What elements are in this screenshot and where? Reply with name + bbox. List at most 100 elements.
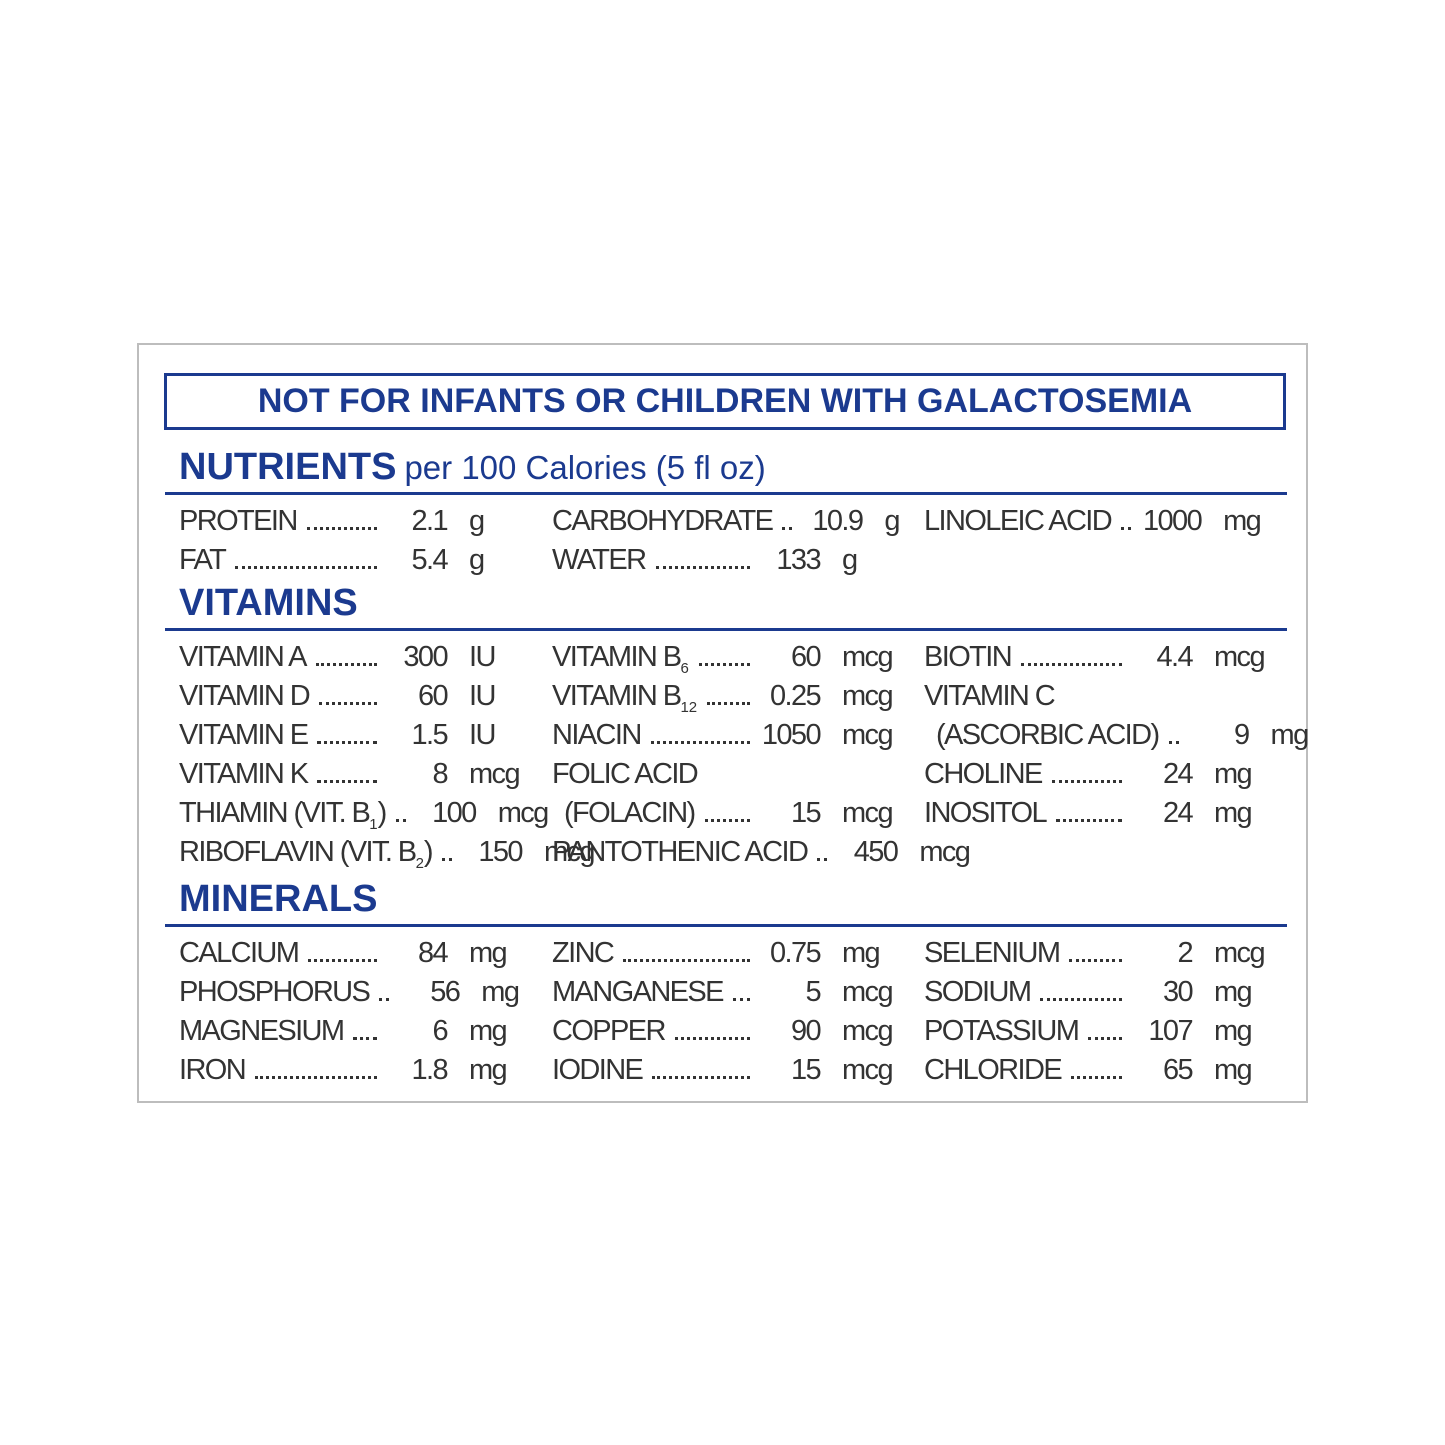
nutrient-name: THIAMIN (VIT. B1) [179,794,387,844]
leader [652,1076,750,1079]
name-text: VITAMIN A [179,641,307,673]
nutrient-row: VITAMIN E 1.5 IU [179,716,539,755]
nutrient-unit: IU [469,680,496,712]
name-text: WATER [552,544,647,576]
nutrient-name: VITAMIN B12 [552,677,697,727]
nutrient-unit: mg [469,937,508,969]
nutrient-name: SODIUM [924,973,1032,1012]
name-text: SELENIUM [924,937,1061,969]
nutrient-value: 1000 [1142,505,1203,537]
leader [1071,1076,1122,1079]
leader [317,741,377,744]
leader [1051,780,1122,783]
leader [1069,959,1122,962]
nutrient-value: 60 [790,641,822,673]
nutrient-row: COPPER 90 mcg [552,1012,912,1051]
nutrient-name: VITAMIN E [179,716,309,755]
name-subscript: 2 [415,854,424,872]
name-text: NIACIN [552,719,642,751]
nutrient-value: 15 [790,797,822,829]
nutrient-name: FAT [179,541,227,580]
nutrient-unit: IU [469,719,496,751]
nutrient-unit: IU [469,641,496,673]
nutrient-unit: g [842,544,858,576]
name-text: LINOLEIC ACID [924,505,1113,537]
leader [817,858,828,861]
nutrient-row: SELENIUM 2 mcg [924,934,1284,973]
nutrient-unit: mg [842,937,881,969]
nutrient-name: WATER [552,541,647,580]
name-text: POTASSIUM [924,1015,1080,1047]
nutrient-row: PROTEIN 2.1 g [179,502,539,541]
nutrient-value: 60 [417,680,449,712]
leader [698,663,750,666]
nutrient-name: FOLIC ACID [552,755,699,794]
nutrient-value: 65 [1162,1054,1194,1086]
leader [674,1037,750,1040]
name-text: IODINE [552,1054,644,1086]
nutrient-row: WATER 133 g [552,541,912,580]
nutrient-row: IODINE 15 mcg [552,1051,912,1090]
nutrient-unit: mcg [842,641,894,673]
nutrient-value: 300 [403,641,448,673]
name-subscript: 1 [369,815,378,833]
nutrient-name: CHLORIDE [924,1051,1063,1090]
nutrient-row: FAT 5.4 g [179,541,539,580]
name-text: SODIUM [924,976,1032,1008]
nutrient-value: 5.4 [411,544,448,576]
nutrient-name: IRON [179,1051,247,1090]
columns: VITAMIN A 300 IU VITAMIN D 60 IU VITAMIN E 1.5 I… [165,631,1309,872]
nutrient-value: 1.8 [411,1054,448,1086]
name-text: VITAMIN B [552,641,682,673]
nutrient-unit: mcg [919,836,971,868]
leader [306,527,377,530]
nutrient-value: 1.5 [411,719,448,751]
nutrient-unit: g [469,505,485,537]
name-subscript: 6 [680,659,689,677]
nutrient-unit: mcg [842,680,894,712]
name-text: MANGANESE [552,976,725,1008]
nutrient-unit: mcg [1214,937,1266,969]
nutrient-name: NIACIN [552,716,642,755]
nutrient-unit: mg [1214,976,1253,1008]
name-subscript: 12 [680,698,698,716]
section-heading: VITAMINS [165,578,1287,631]
name-text: CHOLINE [924,758,1043,790]
nutrient-name: POTASSIUM [924,1012,1080,1051]
nutrient-unit: mg [1214,797,1253,829]
leader [441,858,452,861]
leader [353,1037,377,1040]
nutrient-name: BIOTIN [924,638,1013,677]
nutrient-value: 15 [790,1054,822,1086]
nutrient-name: PROTEIN [179,502,298,541]
name-text: ZINC [552,937,615,969]
section: VITAMINS VITAMIN A 300 IU VITAMIN D 60 IU VITAM… [165,578,1309,872]
nutrient-name: CALCIUM [179,934,300,973]
nutrient-row: IRON 1.8 mg [179,1051,539,1090]
column: PROTEIN 2.1 g FAT 5.4 g [179,502,539,580]
leader [308,959,377,962]
nutrient-unit: mcg [469,758,521,790]
nutrient-value: 30 [1162,976,1194,1008]
nutrient-unit: mg [481,976,520,1008]
nutrient-unit: mcg [842,797,894,829]
nutrient-unit: mcg [842,976,894,1008]
nutrient-value: 5 [805,976,821,1008]
name-text: VITAMIN C [924,680,1056,712]
name-text: RIBOFLAVIN (VIT. B [179,836,417,868]
nutrient-row: NIACIN 1050 mcg [552,716,912,755]
leader [315,663,377,666]
nutrient-row: PANTOTHENIC ACID 450 mcg [552,833,971,872]
leader [1121,527,1132,530]
nutrient-name: VITAMIN D [179,677,311,716]
nutrient-row: MANGANESE 5 mcg [552,973,912,1012]
nutrient-unit: mg [469,1015,508,1047]
nutrient-name: COPPER [552,1012,666,1051]
name-text: CHLORIDE [924,1054,1063,1086]
name-suffix: ) [423,836,434,868]
nutrient-name: VITAMIN K [179,755,309,794]
name-text: THIAMIN (VIT. B [179,797,371,829]
name-text: BIOTIN [924,641,1013,673]
leader [1168,741,1179,744]
